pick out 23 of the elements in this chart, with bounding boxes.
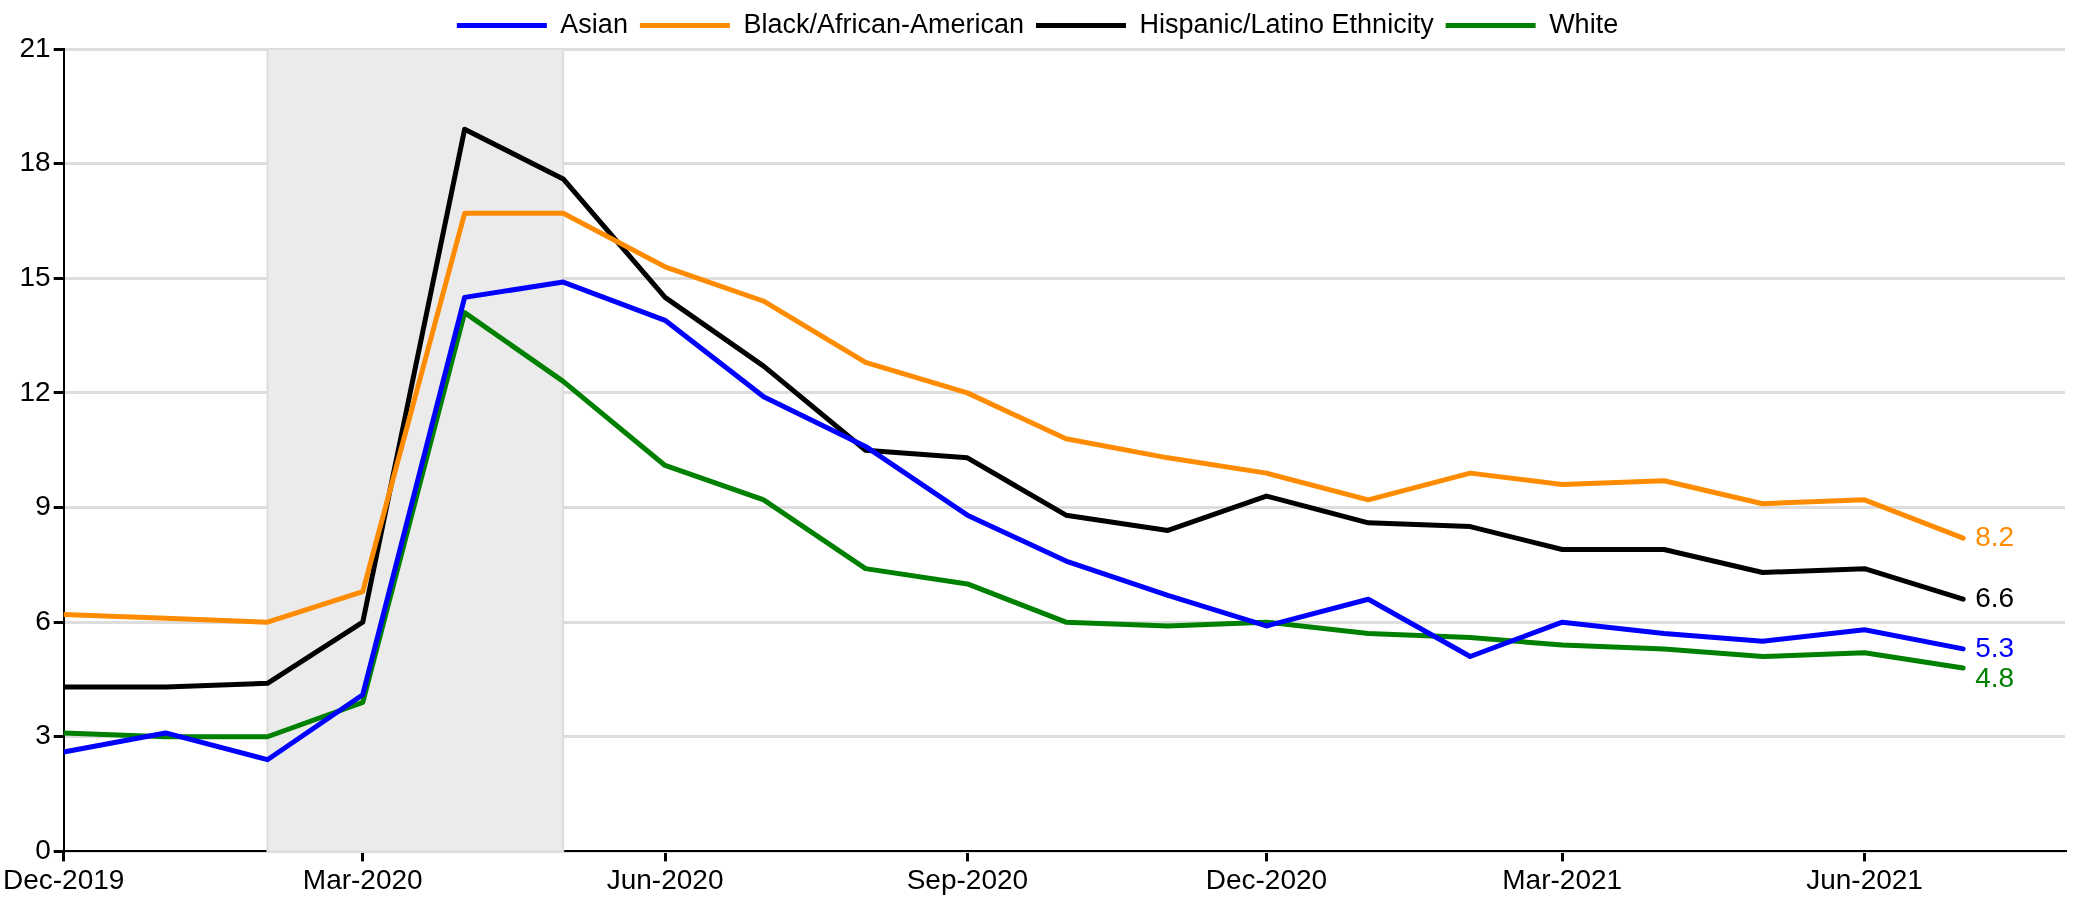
legend-label: Hispanic/Latino Ethnicity (1139, 8, 1435, 39)
y-tick-label: 3 (35, 719, 51, 751)
annotation: 8.2 (1975, 520, 2015, 552)
x-tick-label: Dec-2019 (3, 863, 125, 895)
x-tick-label: Jun-2021 (1806, 863, 1923, 895)
annotation: 5.3 (1975, 631, 2015, 663)
y-tick-label: 6 (35, 604, 51, 636)
x-tick-label: Mar-2021 (1502, 863, 1623, 895)
y-tick-label: 0 (35, 834, 51, 866)
annotation: 6.6 (1975, 581, 2015, 613)
y-tick-label: 18 (19, 146, 51, 178)
x-tick-label: Dec-2020 (1205, 863, 1328, 895)
y-tick-label: 12 (19, 375, 51, 407)
y-tick-label: 21 (19, 31, 51, 63)
x-tick-label: Mar-2020 (302, 863, 423, 895)
annotation: 4.8 (1975, 661, 2015, 693)
legend-label: Asian (560, 8, 628, 39)
y-tick-label: 15 (19, 260, 51, 292)
legend-label: Black/African-American (743, 8, 1024, 39)
legend-label: White (1549, 8, 1619, 39)
x-tick-label: Sep-2020 (906, 863, 1029, 895)
y-tick-label: 9 (35, 490, 51, 522)
x-tick-label: Jun-2020 (606, 863, 724, 895)
